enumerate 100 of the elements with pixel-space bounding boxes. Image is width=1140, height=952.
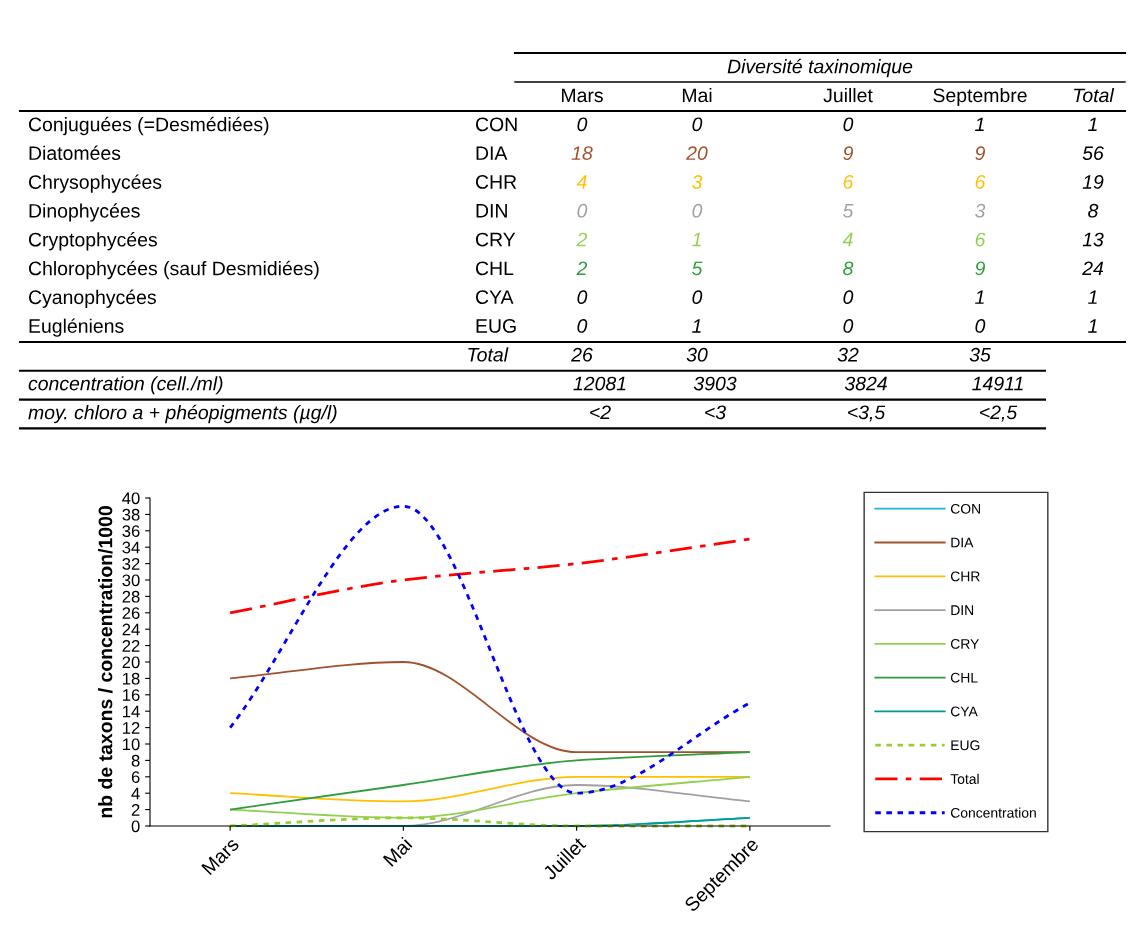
category-label: Cyanophycées: [28, 289, 156, 308]
category-label: moy. chloro a + phéopigments (µg/l): [28, 404, 337, 424]
y-tick-label: 40: [122, 492, 140, 505]
category-label: Mars: [561, 88, 603, 103]
text: 14911: [972, 376, 1023, 391]
category-label: Eugléniens: [29, 318, 124, 337]
category-label: Juillet: [823, 87, 873, 103]
category-label: Diatomées: [29, 145, 121, 161]
text: 32: [837, 347, 859, 362]
text: 0: [577, 117, 588, 132]
text: 2: [576, 261, 588, 276]
text: <2: [590, 405, 611, 420]
legend-label: CHL: [950, 672, 978, 683]
legend-label: DIN: [951, 605, 974, 615]
category-label: CYA: [475, 290, 514, 305]
legend-label: CHR: [950, 571, 980, 582]
category-label: Total: [1074, 87, 1115, 103]
y-tick-label: 28: [122, 590, 140, 603]
text: 2: [576, 232, 588, 247]
category-label: Chlorophycées (sauf Desmidiées): [28, 260, 319, 280]
y-tick-label: 32: [122, 558, 140, 570]
text: 8: [1088, 203, 1099, 218]
text: 3: [692, 175, 703, 189]
text: 1: [692, 319, 701, 333]
y-tick-label: 10: [123, 738, 140, 751]
y-tick-label: 26: [122, 607, 140, 619]
legend-label: Concentration: [950, 807, 1036, 818]
legend-label: CRY: [950, 639, 980, 649]
legend-label: EUG: [951, 740, 980, 751]
y-tick-label: 36: [122, 525, 140, 537]
y-tick-label: 20: [122, 656, 140, 669]
text: 18: [571, 146, 593, 161]
y-tick-label: 30: [122, 574, 140, 587]
text: 0: [692, 290, 703, 305]
legend-label: DIA: [951, 537, 974, 548]
text: 0: [975, 319, 986, 333]
text: 1: [1088, 319, 1097, 333]
text: 12081: [573, 376, 626, 391]
text: 0: [843, 319, 854, 333]
y-axis-title: nb de taxons / concentration/1000: [98, 506, 113, 818]
text: 3824: [844, 376, 887, 391]
legend-label: CON: [950, 503, 980, 514]
y-tick-label: 14: [123, 705, 140, 718]
category-label: Cryptophycées: [28, 232, 157, 251]
text: 8: [843, 261, 854, 276]
text: <3: [705, 405, 726, 420]
category-label: Mai: [682, 87, 712, 103]
text: 5: [692, 261, 703, 276]
category-label: Total: [468, 347, 509, 362]
text: 0: [577, 319, 588, 333]
category-label: concentration (cell./ml): [28, 376, 223, 395]
text: <3,5: [848, 405, 886, 422]
text: 24: [1082, 261, 1104, 276]
text: 0: [843, 290, 854, 305]
text: 9: [975, 146, 986, 161]
text: 5: [843, 204, 854, 218]
text: 0: [692, 203, 703, 218]
category-label: DIN: [476, 204, 507, 218]
category-label: CHR: [475, 175, 517, 189]
text: 13: [1082, 232, 1104, 247]
category-label: Dinophycées: [29, 203, 140, 222]
y-tick-label: 2: [131, 804, 140, 816]
legend-label: Total: [950, 773, 979, 784]
text: <2,5: [980, 405, 1018, 422]
text: 9: [975, 261, 986, 276]
text: Diversité taxinomique: [727, 58, 913, 78]
category-label: DIA: [476, 146, 508, 160]
text: 1: [975, 117, 984, 132]
category-label: CON: [475, 117, 517, 132]
text: 1: [1088, 290, 1097, 304]
y-tick-label: 24: [122, 623, 140, 636]
text: 0: [843, 117, 854, 132]
y-tick-label: 8: [131, 754, 140, 767]
y-tick-label: 16: [123, 689, 140, 701]
text: 6: [975, 175, 986, 189]
text: 6: [843, 175, 854, 189]
text: 1: [692, 232, 701, 247]
category-label: CRY: [475, 232, 516, 247]
y-tick-label: 22: [122, 640, 140, 652]
text: 0: [577, 203, 588, 218]
text: 35: [969, 347, 991, 362]
text: 30: [686, 347, 708, 362]
y-tick-label: 34: [122, 541, 140, 554]
category-label: Chrysophycées: [28, 174, 162, 193]
category-label: CHL: [475, 261, 514, 276]
text: 20: [686, 146, 708, 161]
text: 3903: [693, 376, 737, 391]
text: 9: [843, 146, 854, 161]
text: 0: [577, 290, 588, 305]
text: 26: [571, 347, 593, 362]
text: 19: [1082, 175, 1104, 189]
text: 3: [975, 203, 986, 218]
category-label: EUG: [476, 319, 516, 333]
y-tick-label: 4: [131, 787, 140, 800]
y-tick-label: 18: [123, 672, 140, 685]
y-tick-label: 12: [123, 722, 140, 734]
y-tick-label: 0: [131, 820, 140, 833]
text: 56: [1082, 146, 1104, 161]
category-label: Conjuguées (=Desmédiées): [28, 116, 269, 136]
text: 1: [1088, 117, 1097, 132]
